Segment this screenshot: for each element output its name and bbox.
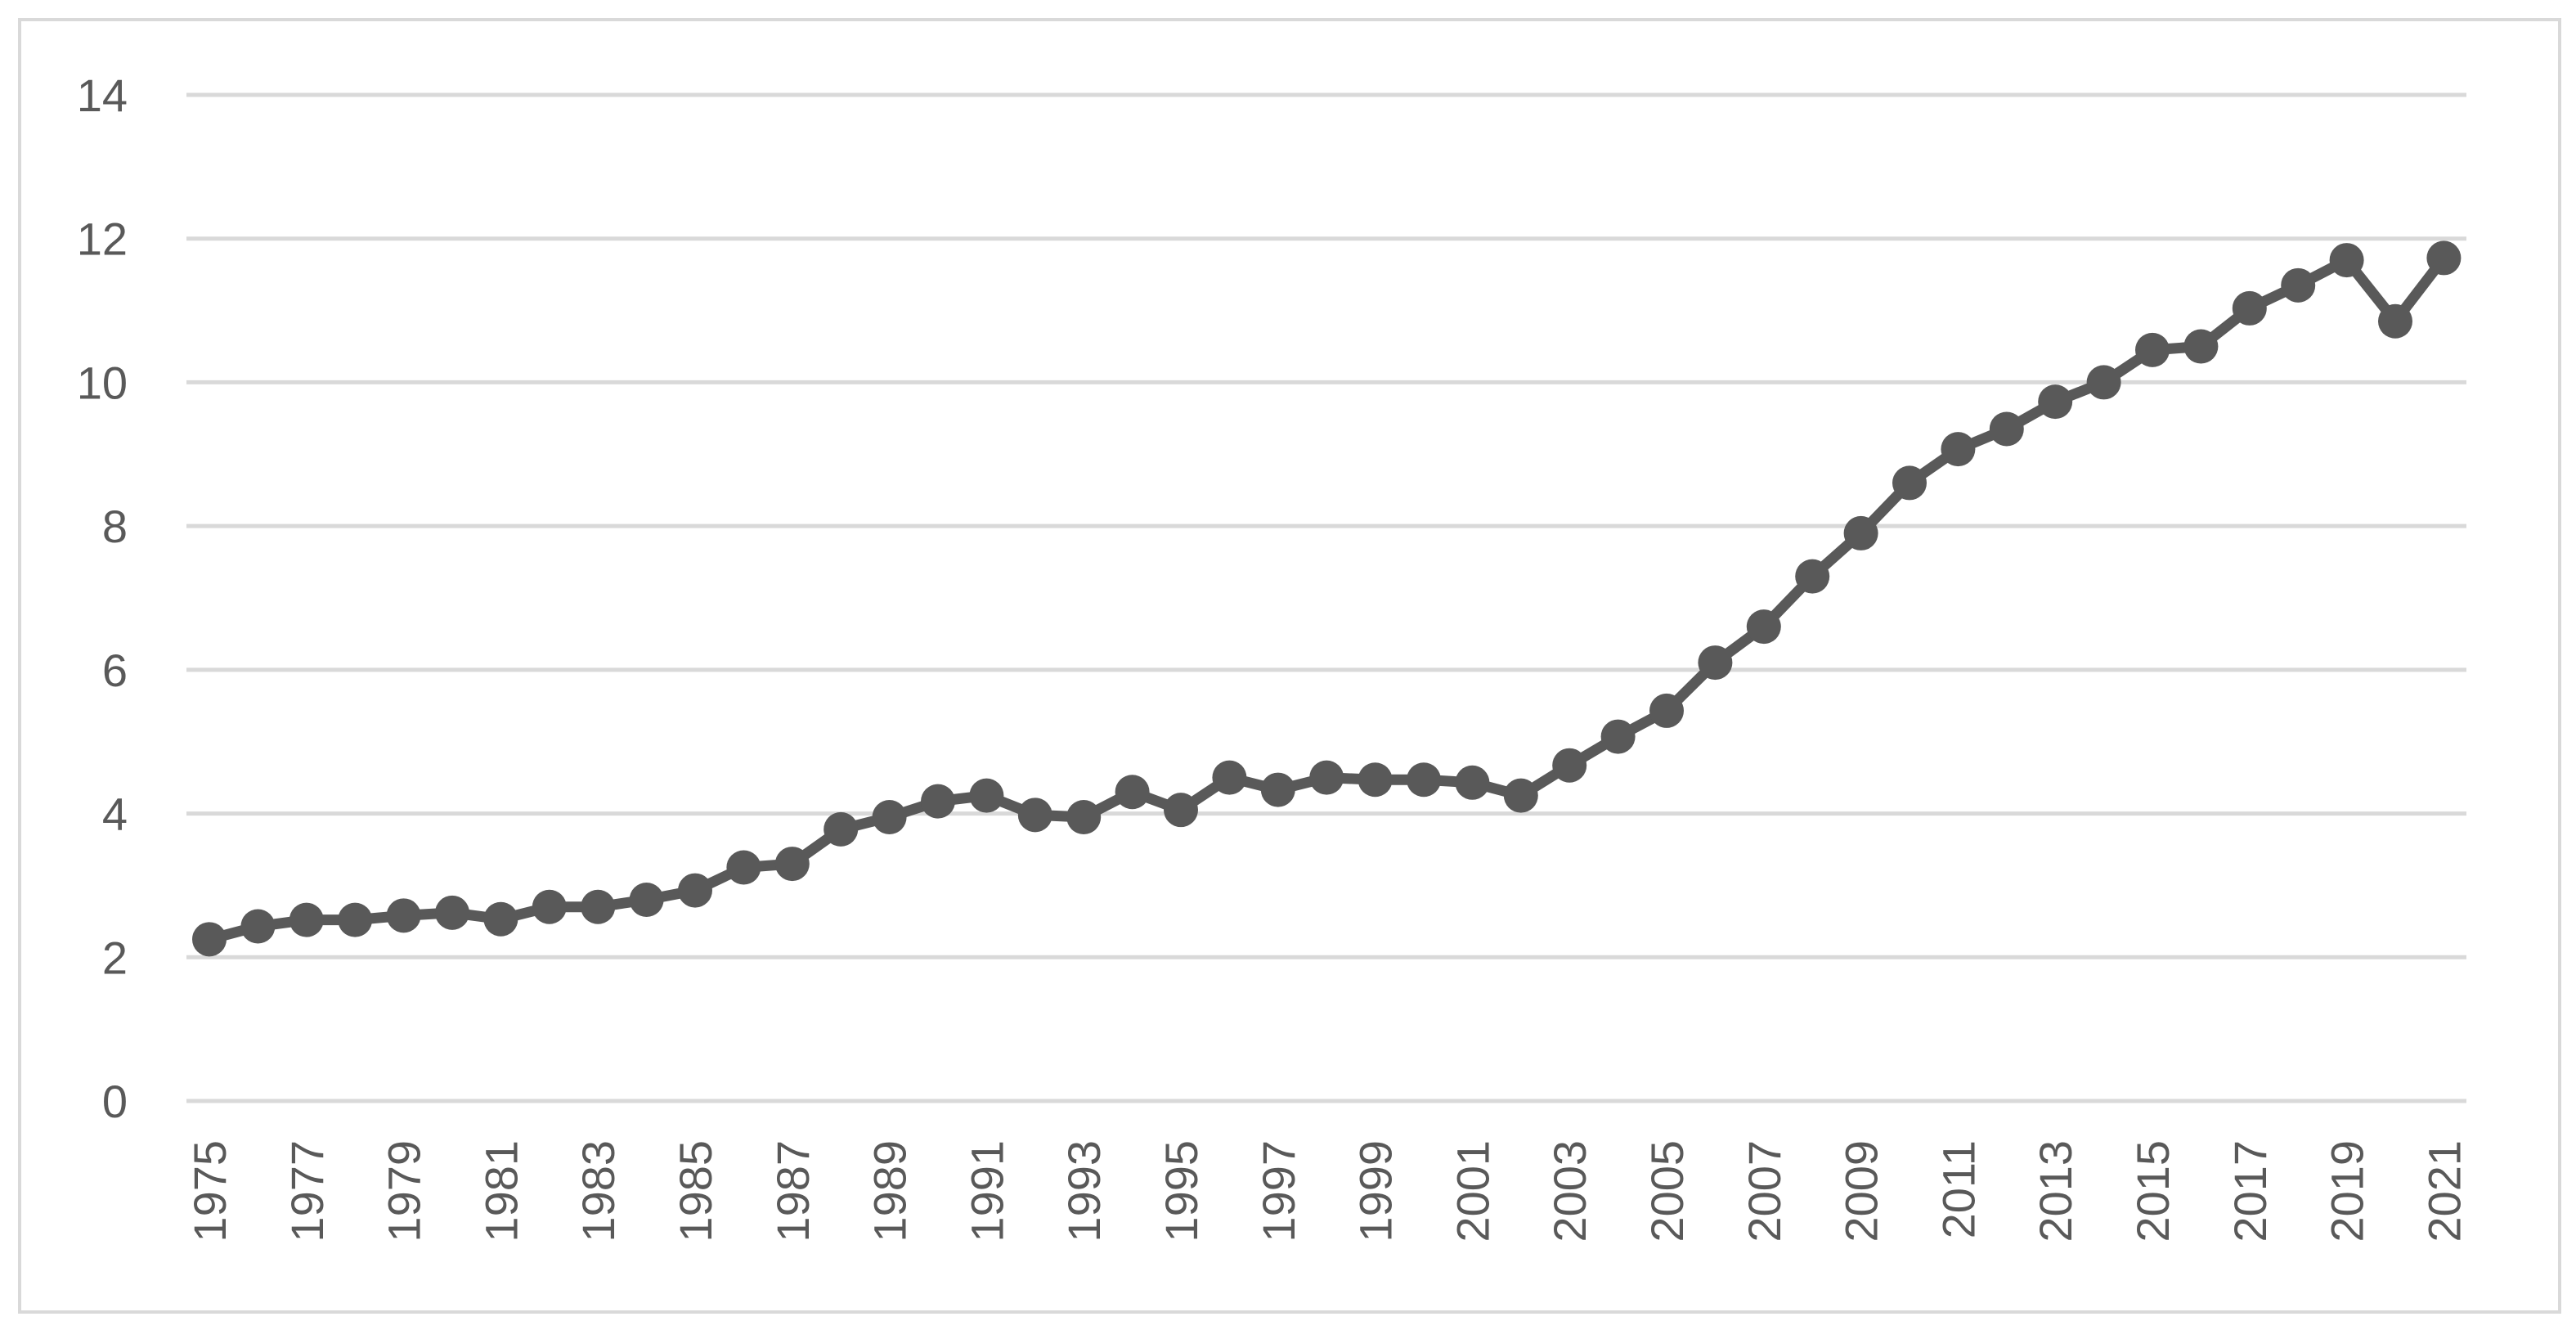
x-tick-label: 1981 [475, 1140, 527, 1242]
x-tick-label: 2001 [1447, 1140, 1498, 1242]
data-point-2016 [2183, 329, 2219, 364]
data-point-2011 [1941, 432, 1976, 467]
x-tick-label: 1999 [1350, 1140, 1402, 1242]
series-line [204, 252, 2449, 945]
x-tick-label: 1993 [1058, 1140, 1110, 1242]
x-tick-label: 1997 [1253, 1140, 1304, 1242]
data-point-2003 [1552, 748, 1587, 783]
data-point-1980 [435, 895, 469, 930]
data-point-1975 [192, 922, 227, 957]
data-point-1991 [969, 778, 1004, 813]
data-point-1988 [824, 811, 859, 847]
x-tick-label: 1995 [1156, 1140, 1207, 1242]
data-point-2010 [1892, 465, 1927, 501]
x-tick-label: 1991 [961, 1140, 1012, 1242]
data-point-2013 [2038, 384, 2073, 420]
data-point-1981 [483, 901, 518, 937]
data-point-2015 [2135, 332, 2170, 367]
data-point-2005 [1649, 693, 1684, 728]
data-point-2000 [1407, 762, 1441, 798]
data-point-1989 [872, 799, 907, 834]
x-tick-label: 2021 [2418, 1140, 2470, 1242]
data-point-2019 [2329, 243, 2364, 278]
data-point-1976 [240, 909, 276, 944]
data-point-1977 [289, 902, 324, 937]
chart-frame: 0 2 4 6 8 10 12 14 1975 1977 1979 1981 1983 1985 1987… [18, 18, 2561, 1314]
x-tick-label: 1987 [767, 1140, 819, 1242]
data-point-1986 [726, 850, 761, 885]
data-point-2017 [2232, 290, 2267, 326]
x-tick-label: 2009 [1836, 1140, 1887, 1242]
x-tick-label: 2013 [2030, 1140, 2081, 1242]
data-point-1985 [678, 873, 712, 908]
x-tick-label: 1985 [670, 1140, 721, 1242]
x-tick-label: 1979 [379, 1140, 430, 1242]
y-tick-label: 4 [102, 789, 128, 840]
data-point-2012 [1989, 411, 2024, 447]
x-axis-tick-labels: 1975 1977 1979 1981 1983 1985 1987 1989 1991 1993… [184, 1140, 2470, 1242]
data-points [192, 240, 2462, 957]
series-line-layer [204, 252, 2449, 945]
data-point-2009 [1843, 515, 1878, 550]
y-tick-label: 0 [102, 1076, 128, 1127]
x-tick-label: 1975 [184, 1140, 236, 1242]
data-point-2006 [1698, 645, 1733, 681]
data-point-1999 [1358, 762, 1393, 798]
data-point-1994 [1115, 775, 1150, 810]
x-tick-label: 2015 [2127, 1140, 2179, 1242]
y-tick-label: 8 [102, 501, 128, 552]
x-tick-label: 2019 [2322, 1140, 2373, 1242]
data-point-1990 [921, 784, 955, 819]
data-point-1997 [1260, 772, 1295, 807]
y-tick-label: 10 [77, 357, 128, 408]
y-axis-tick-labels: 0 2 4 6 8 10 12 14 [77, 70, 128, 1127]
data-point-1996 [1212, 760, 1247, 795]
data-point-1982 [532, 889, 567, 924]
data-point-1993 [1066, 799, 1102, 834]
x-tick-label: 1977 [281, 1140, 333, 1242]
y-tick-label: 14 [77, 70, 128, 121]
x-tick-label: 2011 [1932, 1140, 1984, 1238]
x-tick-label: 1983 [572, 1140, 624, 1242]
data-point-1998 [1309, 760, 1344, 795]
data-point-1978 [338, 902, 373, 937]
data-point-2001 [1455, 765, 1490, 800]
line-chart: 0 2 4 6 8 10 12 14 1975 1977 1979 1981 1983 1985 1987… [77, 70, 2471, 1242]
data-point-2014 [2086, 365, 2121, 400]
x-tick-label: 2005 [1641, 1140, 1693, 1242]
data-point-2002 [1503, 778, 1538, 813]
data-point-2007 [1746, 609, 1781, 645]
data-point-1983 [581, 889, 616, 924]
x-tick-label: 1989 [864, 1140, 916, 1242]
data-point-2021 [2426, 240, 2462, 276]
data-point-1979 [386, 898, 421, 933]
y-tick-label: 6 [102, 645, 128, 696]
data-point-1987 [774, 847, 810, 882]
x-tick-label: 2007 [1739, 1140, 1790, 1242]
data-point-2004 [1600, 719, 1636, 754]
data-point-1995 [1164, 793, 1198, 828]
y-tick-label: 12 [77, 213, 128, 265]
data-point-1984 [629, 883, 664, 917]
gridlines [186, 92, 2466, 1103]
x-tick-label: 2003 [1544, 1140, 1595, 1242]
data-point-1992 [1017, 798, 1052, 833]
data-point-2020 [2378, 303, 2412, 339]
x-tick-label: 2017 [2224, 1140, 2276, 1242]
data-point-2018 [2281, 267, 2316, 303]
data-point-2008 [1795, 559, 1830, 594]
y-tick-label: 2 [102, 932, 128, 983]
